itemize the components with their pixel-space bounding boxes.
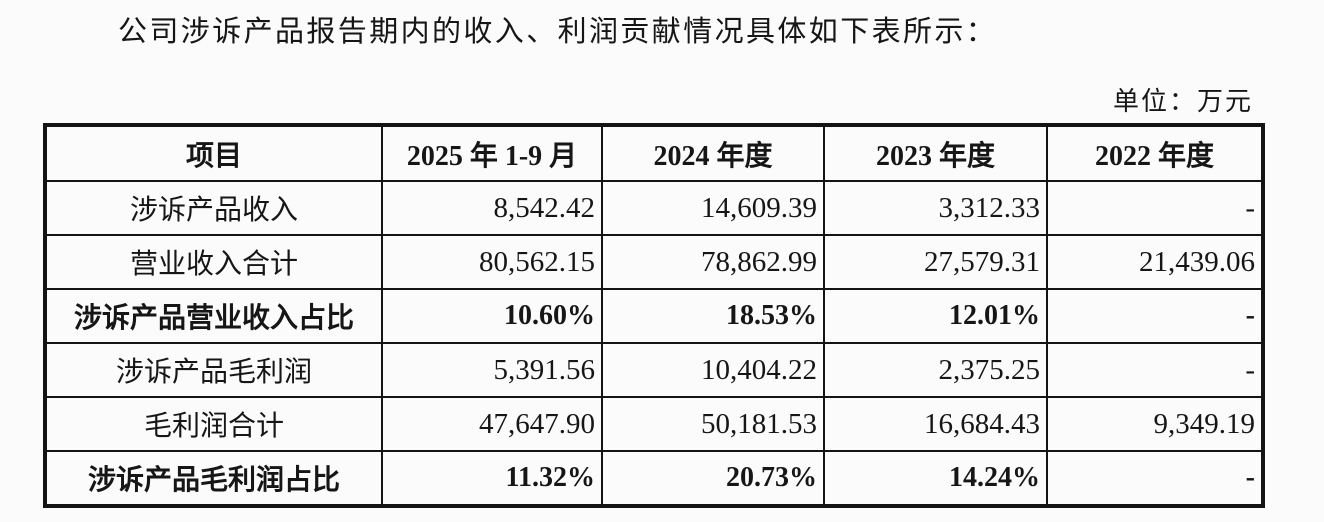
table-row: 毛利润合计 47,647.90 50,181.53 16,684.43 9,34… [44, 396, 1264, 452]
cell-value: 78,862.99 [601, 234, 825, 290]
header-2025: 2025 年 1-9 月 [381, 124, 603, 182]
table-row: 涉诉产品收入 8,542.42 14,609.39 3,312.33 - [44, 180, 1264, 236]
cell-value: 16,684.43 [823, 396, 1048, 452]
cell-value: 20.73% [601, 450, 825, 507]
cell-value: 21,439.06 [1046, 234, 1264, 290]
row-label: 涉诉产品营业收入占比 [44, 288, 383, 344]
table-row: 涉诉产品毛利润占比 11.32% 20.73% 14.24% - [44, 450, 1264, 507]
cell-value: 9,349.19 [1046, 396, 1264, 452]
header-row: 项目 2025 年 1-9 月 2024 年度 2023 年度 2022 年度 [44, 124, 1264, 182]
header-item: 项目 [44, 124, 383, 182]
cell-value: 5,391.56 [381, 342, 603, 398]
table-row: 营业收入合计 80,562.15 78,862.99 27,579.31 21,… [44, 234, 1264, 290]
table-row: 涉诉产品营业收入占比 10.60% 18.53% 12.01% - [44, 288, 1264, 344]
cell-value: 14,609.39 [601, 180, 825, 236]
row-label: 涉诉产品毛利润 [44, 342, 383, 398]
cell-value: 18.53% [601, 288, 825, 344]
cell-value: 10.60% [381, 288, 603, 344]
cell-value: 11.32% [381, 450, 603, 507]
cell-value: 8,542.42 [381, 180, 603, 236]
header-2023: 2023 年度 [823, 124, 1048, 182]
cell-value: - [1046, 288, 1264, 344]
cell-value: 27,579.31 [823, 234, 1048, 290]
row-label: 涉诉产品收入 [44, 180, 383, 236]
cell-value: 10,404.22 [601, 342, 825, 398]
cell-value: 14.24% [823, 450, 1048, 507]
cell-value: - [1046, 342, 1264, 398]
unit-label: 单位：万元 [1112, 87, 1253, 116]
cell-value: 3,312.33 [823, 180, 1048, 236]
cell-value: 2,375.25 [823, 342, 1048, 398]
table-row: 涉诉产品毛利润 5,391.56 10,404.22 2,375.25 - [44, 342, 1264, 398]
cell-value: - [1046, 450, 1264, 507]
page-title: 公司涉诉产品报告期内的收入、利润贡献情况具体如下表所示： [118, 16, 998, 48]
row-label: 毛利润合计 [44, 396, 383, 452]
cell-value: - [1046, 180, 1264, 236]
header-2024: 2024 年度 [601, 124, 825, 182]
finance-table: 项目 2025 年 1-9 月 2024 年度 2023 年度 2022 年度 … [43, 123, 1265, 508]
cell-value: 80,562.15 [381, 234, 603, 290]
cell-value: 12.01% [823, 288, 1048, 344]
row-label: 营业收入合计 [44, 234, 383, 290]
header-2022: 2022 年度 [1046, 124, 1264, 182]
cell-value: 47,647.90 [381, 396, 603, 452]
cell-value: 50,181.53 [601, 396, 825, 452]
row-label: 涉诉产品毛利润占比 [44, 450, 383, 507]
